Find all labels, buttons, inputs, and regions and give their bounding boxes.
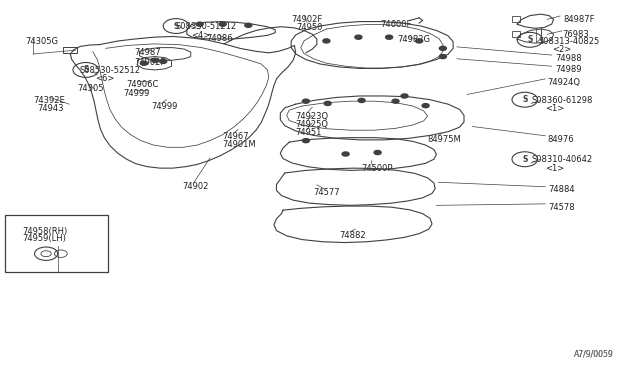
Circle shape <box>385 35 393 39</box>
Text: 74999: 74999 <box>123 89 149 97</box>
Text: 74902F: 74902F <box>291 15 323 24</box>
Circle shape <box>324 101 332 105</box>
Text: S08310-40642: S08310-40642 <box>531 155 593 164</box>
Circle shape <box>440 46 447 50</box>
Circle shape <box>358 98 365 102</box>
Bar <box>63 47 77 53</box>
Circle shape <box>196 22 204 26</box>
Text: 84976: 84976 <box>548 135 575 144</box>
Text: S08360-61298: S08360-61298 <box>531 96 593 105</box>
Text: 74884: 74884 <box>548 185 575 194</box>
Circle shape <box>323 39 330 43</box>
Circle shape <box>355 35 362 39</box>
Text: 74901M: 74901M <box>223 140 257 149</box>
Text: 74982G: 74982G <box>397 35 430 44</box>
Text: 74906C: 74906C <box>127 80 159 89</box>
Text: 84975M: 84975M <box>428 135 461 144</box>
Circle shape <box>159 59 166 63</box>
Text: A7/9/0059: A7/9/0059 <box>573 350 613 359</box>
Text: 84987F: 84987F <box>563 15 595 24</box>
Text: 74950: 74950 <box>296 23 323 32</box>
Text: 74902: 74902 <box>182 182 209 191</box>
Circle shape <box>219 22 227 26</box>
Text: S: S <box>527 35 532 44</box>
Text: 74305: 74305 <box>77 84 103 93</box>
Text: S: S <box>173 22 179 31</box>
Text: A7/9/0059: A7/9/0059 <box>573 350 613 359</box>
Text: 74902F: 74902F <box>134 58 166 67</box>
Circle shape <box>392 99 399 103</box>
Text: S08313-40825: S08313-40825 <box>539 37 600 46</box>
Text: S: S <box>522 155 527 164</box>
Text: <4>: <4> <box>191 31 210 39</box>
Circle shape <box>422 104 429 108</box>
Text: <6>: <6> <box>95 74 114 83</box>
Text: 74999: 74999 <box>152 102 178 111</box>
Text: 74958(RH): 74958(RH) <box>22 227 68 236</box>
Text: 74989: 74989 <box>556 65 582 74</box>
Text: 74987: 74987 <box>134 48 161 57</box>
Circle shape <box>374 150 381 155</box>
Circle shape <box>416 39 423 43</box>
Circle shape <box>440 54 447 58</box>
Circle shape <box>302 139 309 142</box>
Text: 74959(LH): 74959(LH) <box>22 234 67 243</box>
Text: 74986: 74986 <box>206 34 233 43</box>
Text: 74392E: 74392E <box>33 96 65 105</box>
Text: 74882: 74882 <box>339 231 366 240</box>
Text: 74924Q: 74924Q <box>547 78 580 87</box>
Circle shape <box>302 99 309 103</box>
Circle shape <box>141 61 148 65</box>
Text: <1>: <1> <box>545 104 564 113</box>
Circle shape <box>342 152 349 156</box>
Text: 74577: 74577 <box>314 188 340 197</box>
Text: 74943: 74943 <box>37 104 63 113</box>
Text: <2>: <2> <box>552 45 571 54</box>
Text: 74600F: 74600F <box>380 20 412 29</box>
Text: 74925Q: 74925Q <box>296 120 329 129</box>
Circle shape <box>151 58 159 62</box>
Text: S: S <box>83 65 88 74</box>
Circle shape <box>401 94 408 98</box>
Text: 76983: 76983 <box>562 30 589 39</box>
Text: 74951: 74951 <box>296 128 322 137</box>
Text: <1>: <1> <box>545 164 564 173</box>
Text: 74500P: 74500P <box>362 164 393 173</box>
Text: 74305G: 74305G <box>26 37 59 46</box>
Circle shape <box>244 23 252 27</box>
Text: 74578: 74578 <box>548 203 575 212</box>
Text: S: S <box>522 95 527 104</box>
Bar <box>5 215 108 272</box>
Text: S08530-52512: S08530-52512 <box>80 66 141 75</box>
Text: 74988: 74988 <box>556 54 582 63</box>
Text: 74923Q: 74923Q <box>296 112 329 121</box>
Text: 74967: 74967 <box>223 132 250 141</box>
Text: S08330-51212: S08330-51212 <box>176 22 237 31</box>
